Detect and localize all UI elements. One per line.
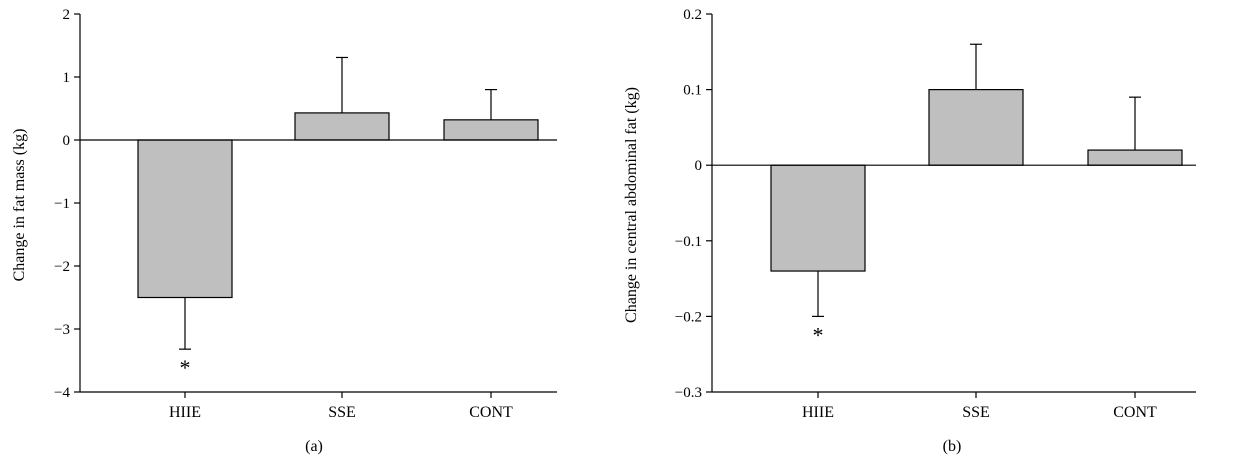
bar-sse [294,112,390,141]
x-category-label: CONT [1113,404,1157,421]
bar-cont [443,119,539,141]
panel-b: 0.2 0.1 0 −0.1 −0.2 −0.3 * HIIE SSE CONT Change in… [623,7,1196,455]
y-tick-label: −1 [54,196,70,212]
y-tick-label: 1 [63,70,71,86]
y-tick-label: 0 [695,158,703,174]
y-tick-label: −0.3 [675,385,702,401]
y-tick-label: 2 [63,7,71,23]
x-category-label: SSE [962,404,990,421]
y-axis-label: Change in fat mass (kg) [11,129,28,282]
bar-hiie [770,164,866,272]
significance-marker: * [813,322,824,347]
y-tick-label: −0.1 [675,234,702,250]
bar-sse [928,88,1024,166]
x-category-label: CONT [469,404,513,421]
bar-cont [1087,149,1183,166]
y-axis-label: Change in central abdominal fat (kg) [623,87,640,323]
x-category-label: HIIE [802,404,834,421]
x-category-label: HIIE [169,404,201,421]
y-tick-label: −0.2 [675,309,702,325]
x-category-label: SSE [328,404,356,421]
y-tick-label: −2 [54,259,70,275]
y-tick-label: 0.1 [683,83,702,99]
panel-caption: (b) [943,438,962,455]
y-tick-label: 0 [63,133,71,149]
y-tick-label: 0.2 [683,7,702,23]
y-tick-label: −3 [54,322,70,338]
panel-a: 2 1 0 −1 −2 −3 −4 * HIIE SSE CONT Change in fat mas… [11,7,557,455]
panel-caption: (a) [305,438,323,455]
significance-marker: * [180,355,191,380]
y-tick-label: −4 [54,385,70,401]
bar-hiie [137,139,233,299]
